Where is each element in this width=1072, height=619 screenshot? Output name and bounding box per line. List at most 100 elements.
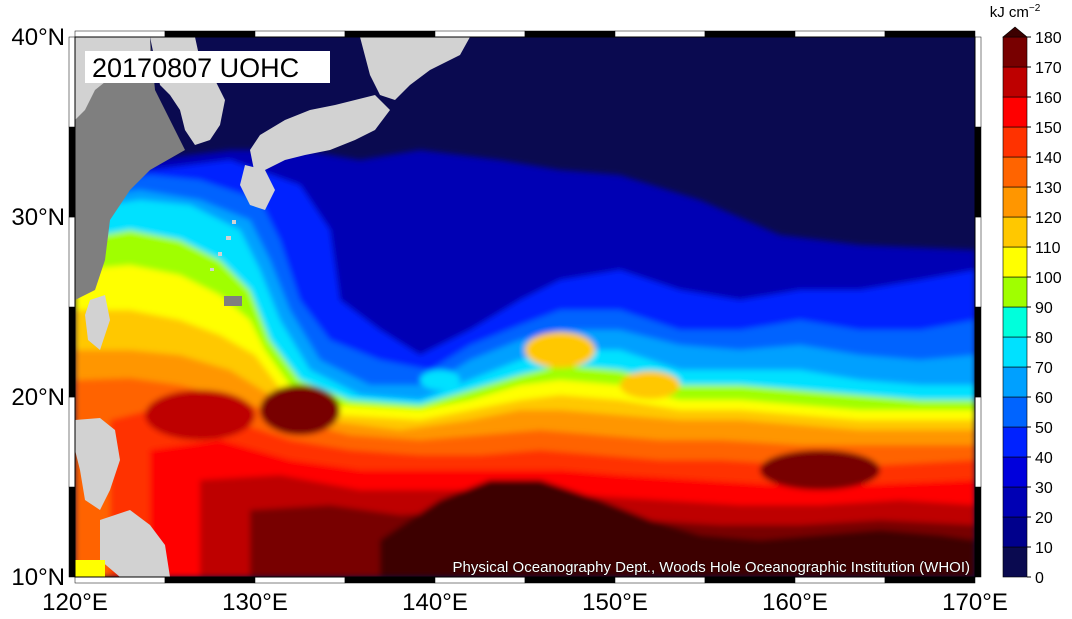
colorbar-tick-label: 140 xyxy=(1035,150,1062,167)
frame-segment-bottom xyxy=(704,576,796,584)
frame-segment-bottom xyxy=(614,576,706,584)
colorbar-segment xyxy=(1002,186,1028,218)
frame-segment-bottom xyxy=(254,576,346,584)
colorbar: kJ cm−2 0 10 20 30 40 50 60 70 80 90 100 110 120 130 1… xyxy=(990,3,1062,587)
colorbar-segment xyxy=(1002,96,1028,128)
colorbar-segment xyxy=(1002,336,1028,368)
frame-segment-left xyxy=(68,306,76,398)
colorbar-tick-label: 110 xyxy=(1035,240,1061,257)
lon-tick-label: 140°E xyxy=(402,589,468,614)
frame-segment-left xyxy=(68,36,76,128)
frame-segment-left xyxy=(68,216,76,308)
colorbar-segment xyxy=(1002,546,1028,578)
colorbar-tick-label: 0 xyxy=(1035,570,1044,587)
credit-text: Physical Oceanography Dept., Woods Hole … xyxy=(453,559,970,576)
frame-segment-left xyxy=(68,396,76,488)
colorbar-segment xyxy=(1002,306,1028,338)
plot-border xyxy=(74,36,976,578)
band-170-180 xyxy=(380,480,975,577)
title-box: 20170807 UOHC xyxy=(85,51,330,83)
frame-segment-right xyxy=(974,306,982,398)
frame-segment-bottom xyxy=(794,576,886,584)
frame-segment-top xyxy=(254,30,346,38)
land-missing-southwest xyxy=(75,560,105,577)
colorbar-tick-label: 130 xyxy=(1035,180,1062,197)
colorbar-segment xyxy=(1002,276,1028,308)
colorbar-segment xyxy=(1002,426,1028,458)
colorbar-tick-label: 40 xyxy=(1035,450,1053,467)
lat-tick-label: 40°N xyxy=(11,24,65,51)
frame-segment-right xyxy=(974,396,982,488)
land-ryukyu-islands xyxy=(210,220,236,271)
frame-segment-top xyxy=(794,30,886,38)
colorbar-segment xyxy=(1002,486,1028,518)
land-missing-china xyxy=(75,37,185,300)
frame-segment-top xyxy=(884,30,976,38)
land-honshu xyxy=(250,95,390,175)
frame-segment-bottom xyxy=(344,576,436,584)
frame-segment-right xyxy=(974,486,982,578)
land-visayas xyxy=(100,510,170,577)
lat-tick-label: 20°N xyxy=(11,384,65,411)
hot-patch-central xyxy=(260,385,340,435)
frame-segment-right xyxy=(974,126,982,218)
hot-patch-west xyxy=(145,390,255,440)
colorbar-tick-label: 10 xyxy=(1035,540,1053,557)
colorbar-segment xyxy=(1002,246,1028,278)
colorbar-overflow-arrow xyxy=(1002,26,1028,38)
lon-tick-label: 130°E xyxy=(222,589,288,614)
frame-segment-top xyxy=(524,30,616,38)
colorbar-segment xyxy=(1002,216,1028,248)
land-hokkaido xyxy=(360,37,470,100)
colorbar-segment xyxy=(1002,396,1028,428)
colorbar-segment xyxy=(1002,36,1028,68)
land-taiwan xyxy=(85,295,110,350)
frame-segment-right xyxy=(974,216,982,308)
hot-patch-east xyxy=(760,450,880,490)
frame-segment-left xyxy=(68,126,76,218)
colorbar-tick-label: 90 xyxy=(1035,300,1053,317)
frame-segment-bottom xyxy=(164,576,256,584)
colorbar-segment xyxy=(1002,156,1028,188)
frame-segment-top xyxy=(434,30,526,38)
lat-tick-label: 30°N xyxy=(11,204,65,231)
lon-tick-label: 120°E xyxy=(42,589,108,614)
frame-segment-bottom xyxy=(434,576,526,584)
colorbar-tick-label: 30 xyxy=(1035,480,1053,497)
colorbar-segment xyxy=(1002,516,1028,548)
frame-segment-bottom xyxy=(524,576,616,584)
frame-segment-top xyxy=(704,30,796,38)
colorbar-tick-label: 20 xyxy=(1035,510,1053,527)
frame-segment-left xyxy=(68,486,76,578)
frame-segment-top xyxy=(614,30,706,38)
colorbar-segment xyxy=(1002,366,1028,398)
colorbar-tick-label: 180 xyxy=(1035,30,1062,47)
warm-eddy-2 xyxy=(620,371,680,399)
cold-eddy-1 xyxy=(420,370,460,390)
land-missing-pocket xyxy=(224,296,242,306)
colorbar-segment xyxy=(1002,456,1028,488)
land-luzon xyxy=(75,418,120,510)
colorbar-unit: kJ cm−2 xyxy=(990,3,1041,21)
lon-tick-label: 150°E xyxy=(582,589,648,614)
frame-segment-bottom xyxy=(74,576,166,584)
colorbar-tick-label: 50 xyxy=(1035,420,1053,437)
colorbar-tick-label: 170 xyxy=(1035,60,1062,77)
colorbar-unit-exponent: −2 xyxy=(1029,3,1041,14)
frame-segment-top xyxy=(74,30,166,38)
colorbar-tick-label: 60 xyxy=(1035,390,1053,407)
colorbar-tick-label: 100 xyxy=(1035,270,1062,287)
colorbar-tick-label: 160 xyxy=(1035,90,1062,107)
frame-segment-bottom xyxy=(884,576,976,584)
colorbar-tick-label: 120 xyxy=(1035,210,1062,227)
warm-eddy-1 xyxy=(525,332,595,368)
lon-tick-label: 170°E xyxy=(942,589,1008,614)
colorbar-tick-label: 70 xyxy=(1035,360,1053,377)
frame-segment-top xyxy=(164,30,256,38)
colorbar-tick-label: 80 xyxy=(1035,330,1053,347)
lat-tick-label: 10°N xyxy=(11,564,65,591)
map-frame xyxy=(68,30,982,584)
land-kyushu xyxy=(240,165,275,210)
ocean-heat-content-field xyxy=(75,37,975,577)
